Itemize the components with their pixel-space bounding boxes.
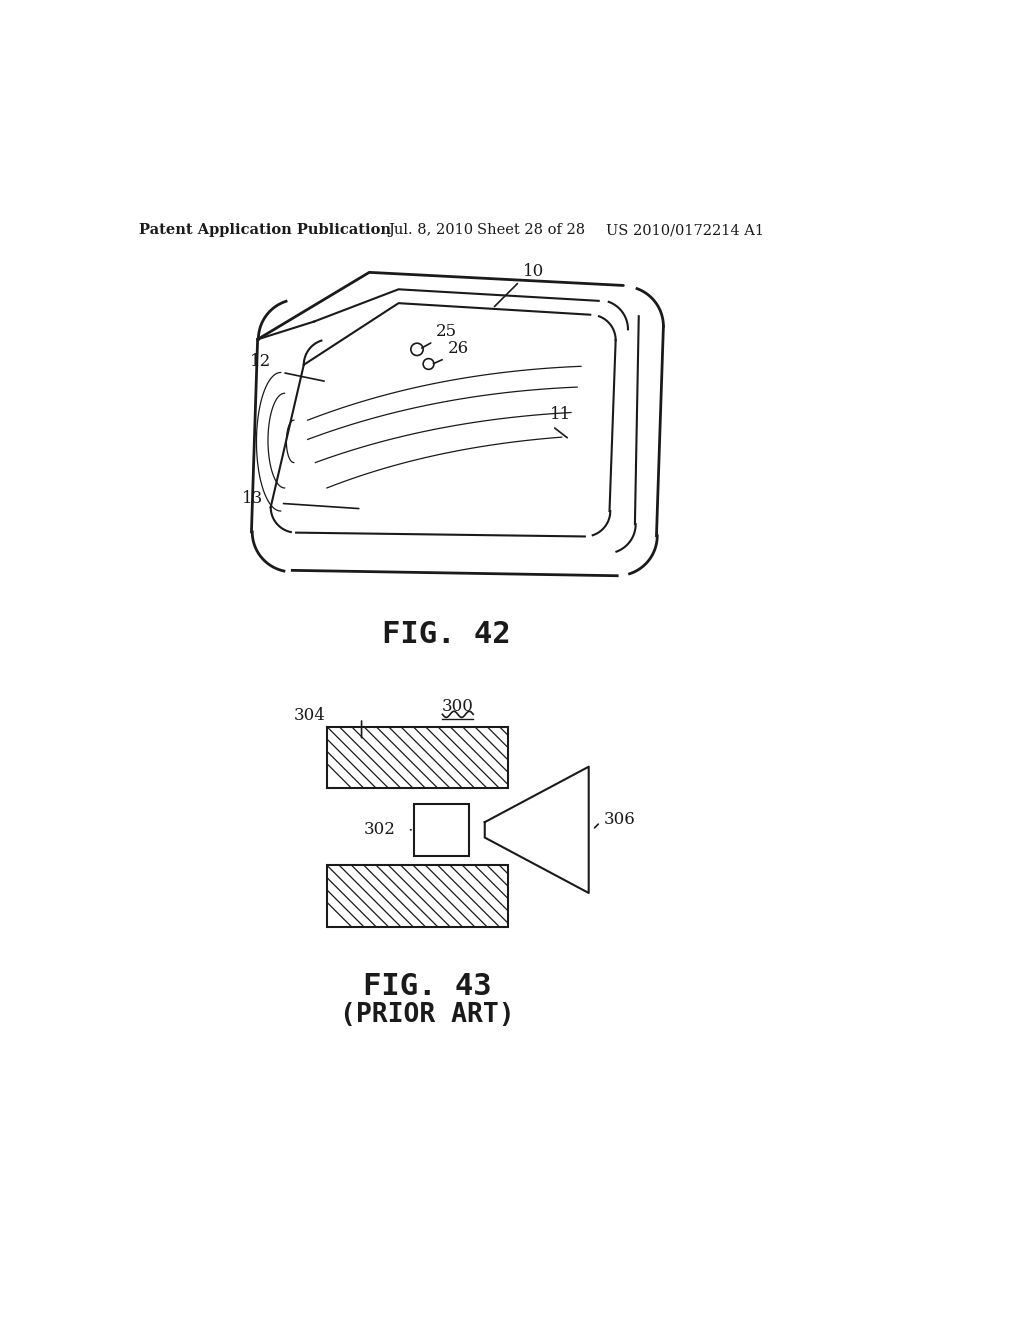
Text: FIG. 42: FIG. 42	[382, 620, 511, 648]
Text: 10: 10	[523, 263, 545, 280]
Text: 25: 25	[436, 322, 458, 339]
Text: 304: 304	[294, 708, 326, 725]
Text: Patent Application Publication: Patent Application Publication	[139, 223, 391, 238]
Text: 300: 300	[442, 698, 474, 715]
Text: US 2010/0172214 A1: US 2010/0172214 A1	[606, 223, 764, 238]
Text: 13: 13	[243, 490, 263, 507]
Text: FIG. 43: FIG. 43	[362, 972, 492, 1001]
Text: Jul. 8, 2010: Jul. 8, 2010	[388, 223, 473, 238]
Text: 12: 12	[250, 354, 271, 371]
Bar	[327, 726, 508, 788]
Text: (PRIOR ART): (PRIOR ART)	[340, 1002, 514, 1028]
Text: 306: 306	[604, 810, 636, 828]
Text: 26: 26	[447, 341, 469, 358]
Text: 302: 302	[364, 821, 395, 838]
Bar	[414, 804, 469, 855]
Text: Sheet 28 of 28: Sheet 28 of 28	[477, 223, 585, 238]
Text: 11: 11	[550, 405, 571, 422]
Bar	[327, 866, 508, 927]
